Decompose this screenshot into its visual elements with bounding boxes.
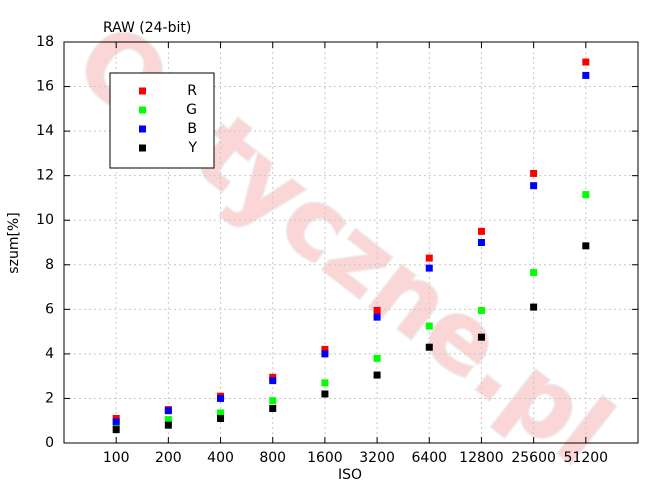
point	[217, 409, 225, 417]
point	[164, 407, 172, 415]
point	[477, 333, 485, 341]
point	[321, 390, 329, 398]
point	[530, 169, 538, 177]
point	[582, 71, 590, 79]
point	[164, 416, 172, 424]
point	[477, 239, 485, 246]
point	[582, 242, 590, 250]
point	[530, 269, 538, 277]
legend-marker	[139, 106, 146, 114]
point	[530, 303, 538, 311]
y-tick-label: 14	[36, 123, 54, 139]
y-tick-label: 4	[45, 346, 54, 362]
x-tick-label: 3200	[359, 450, 395, 466]
x-tick-label: 51200	[564, 450, 609, 466]
point	[582, 191, 590, 199]
x-tick-label: 1600	[307, 450, 343, 466]
point	[425, 343, 433, 351]
point	[217, 414, 225, 422]
point	[425, 264, 433, 272]
x-tick-label: 25600	[511, 450, 556, 466]
point	[373, 354, 381, 362]
y-tick-label: 6	[45, 301, 54, 317]
point	[425, 322, 433, 330]
point	[321, 345, 329, 353]
y-tick-label: 0	[45, 435, 54, 451]
point	[321, 350, 329, 358]
legend-marker	[139, 87, 146, 95]
legend-label: B	[187, 121, 197, 137]
y-tick-label: 10	[36, 212, 54, 228]
x-axis-label: ISO	[338, 467, 362, 483]
x-tick-label: 200	[155, 450, 182, 466]
x-tick-label: 100	[103, 450, 130, 466]
point	[373, 306, 381, 314]
y-tick-label: 16	[36, 79, 54, 95]
point	[269, 397, 277, 405]
y-tick-label: 2	[45, 390, 54, 406]
x-tick-label: 400	[207, 450, 234, 466]
legend-marker	[139, 144, 146, 152]
point	[582, 58, 590, 66]
y-tick-label: 12	[36, 168, 54, 184]
x-tick-label: 6400	[411, 450, 447, 466]
legend-box	[109, 72, 215, 169]
point	[477, 227, 485, 235]
point	[112, 418, 120, 426]
point	[373, 313, 381, 321]
point	[477, 306, 485, 314]
legend-label: Y	[187, 140, 197, 156]
x-tick-label: 800	[259, 450, 286, 466]
legend-label: G	[186, 102, 197, 118]
point	[321, 379, 329, 387]
point	[269, 404, 277, 412]
y-tick-label: 8	[45, 257, 54, 273]
chart-title: RAW (24-bit)	[103, 20, 191, 36]
point	[217, 394, 225, 402]
point	[373, 371, 381, 379]
plot-frame	[63, 41, 639, 444]
y-tick-label: 18	[36, 34, 54, 50]
point	[112, 426, 120, 434]
point	[269, 377, 277, 385]
legend-label: R	[187, 83, 197, 99]
legend-marker	[139, 125, 146, 133]
point	[164, 421, 172, 429]
point	[425, 254, 433, 262]
x-tick-label: 12800	[459, 450, 504, 466]
point	[530, 182, 538, 190]
y-axis-label: szum[%]	[6, 212, 22, 273]
